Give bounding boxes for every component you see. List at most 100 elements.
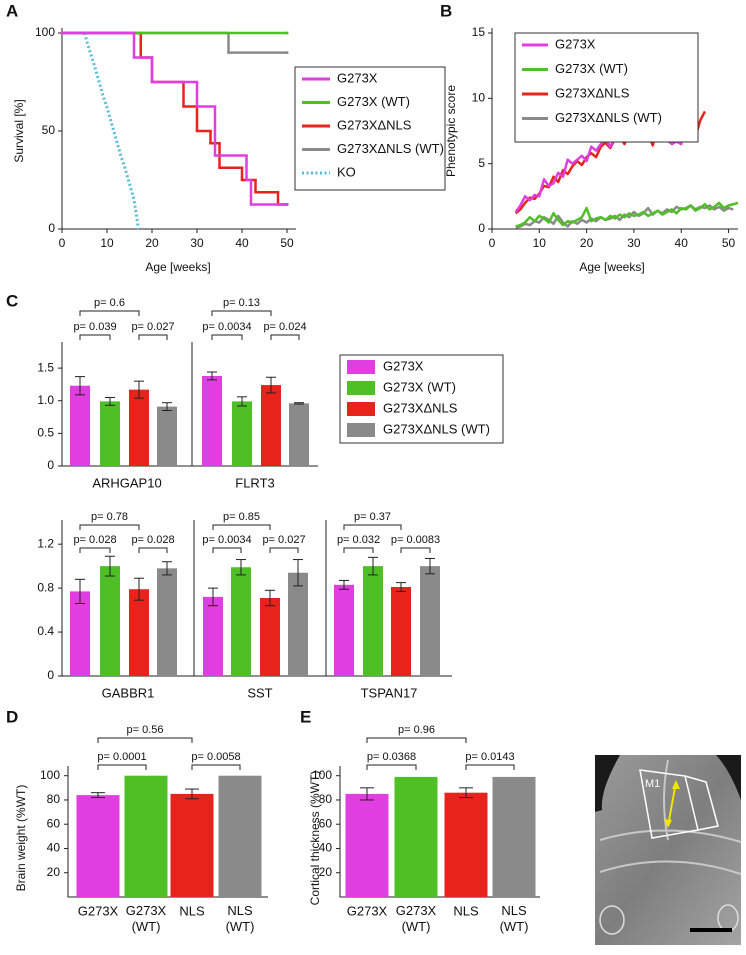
x-tick-label: NLS [179, 903, 205, 918]
x-axis-label: Age [weeks] [579, 260, 644, 274]
significance-bracket [191, 764, 241, 770]
p-value: p= 0.027 [131, 321, 174, 333]
bar [492, 776, 536, 897]
significance-bracket [211, 310, 272, 316]
legend-label: KO [337, 164, 356, 179]
legend-label: G273X [555, 36, 596, 51]
x-tick-label: 40 [675, 236, 689, 250]
y-tick-label: 100 [312, 768, 332, 782]
y-tick-label: 20 [319, 865, 333, 879]
y-tick-label: 15 [472, 25, 486, 39]
x-tick-label: 40 [235, 236, 249, 250]
x-tick-label: G273X [78, 903, 119, 918]
y-tick-label: 1.0 [37, 393, 54, 407]
p-value: p= 0.039 [73, 321, 116, 333]
legend-box [294, 66, 446, 191]
legend-label: G273X (WT) [555, 61, 628, 76]
bar [70, 385, 90, 466]
y-tick-label: 100 [40, 768, 60, 782]
bar [170, 793, 214, 897]
legend-label: G273XΔNLS [383, 400, 458, 415]
bar [334, 584, 354, 676]
bar [261, 385, 281, 466]
legend-swatch [347, 381, 375, 395]
y-tick-label: 80 [319, 792, 333, 806]
x-axis-label: FLRT3 [235, 475, 275, 490]
p-value: p= 0.96 [398, 724, 435, 736]
significance-bracket [212, 524, 271, 530]
significance-bracket [79, 524, 140, 530]
bar [444, 792, 488, 897]
y-axis-label: Phenotypic score [444, 85, 458, 177]
legend-label: G273X (WT) [337, 94, 410, 109]
tissue-image [595, 755, 741, 945]
y-tick-label: 0 [478, 221, 485, 235]
panel-letter: E [300, 707, 311, 726]
text-line: G273X [396, 903, 437, 918]
significance-bracket [211, 334, 243, 340]
series-line [83, 32, 140, 230]
legend-swatch [347, 402, 375, 416]
significance-bracket [79, 547, 111, 553]
p-value: p= 0.0034 [202, 534, 251, 546]
x-tick-label: NLS (WT) [500, 903, 529, 934]
legend-label: G273XΔNLS (WT) [337, 141, 444, 156]
y-tick-label: 10 [472, 91, 486, 105]
series-line [515, 201, 739, 228]
significance-bracket [366, 737, 467, 743]
significance-bracket [465, 764, 515, 770]
x-tick-label: G273X (WT) [396, 903, 437, 934]
legend-label: G273XΔNLS [337, 117, 412, 132]
y-tick-label: 100 [35, 25, 55, 39]
x-tick-label: G273X [347, 903, 388, 918]
x-tick-label: 20 [145, 236, 159, 250]
x-tick-label: 30 [627, 236, 641, 250]
panel-letter: B [440, 1, 452, 20]
tissue-structure [599, 759, 742, 875]
bar [70, 591, 90, 676]
tissue-structure [599, 905, 625, 935]
bar [363, 566, 383, 676]
significance-bracket [269, 547, 299, 553]
x-tick-label: 50 [722, 236, 736, 250]
y-tick-label: 5 [478, 156, 485, 170]
y-tick-label: 0 [47, 458, 54, 472]
p-value: p= 0.85 [223, 511, 260, 523]
y-tick-label: 0.4 [37, 624, 54, 638]
y-tick-label: 60 [47, 816, 61, 830]
legend-label: G273XΔNLS (WT) [383, 421, 490, 436]
significance-bracket [79, 310, 140, 316]
x-tick-label: 30 [190, 236, 204, 250]
thickness-arrow [667, 781, 677, 827]
bar [345, 793, 389, 897]
background [595, 755, 741, 812]
significance-bracket [138, 334, 168, 340]
significance-bracket [138, 547, 168, 553]
x-tick-label: 20 [580, 236, 594, 250]
panel-letter: C [6, 291, 18, 310]
y-tick-label: 0 [47, 668, 54, 682]
x-tick-label: 10 [533, 236, 547, 250]
bar [129, 389, 149, 466]
p-value: p= 0.78 [91, 511, 128, 523]
bar [157, 568, 177, 676]
y-tick-label: 1.2 [37, 536, 54, 550]
y-tick-label: 60 [319, 816, 333, 830]
significance-bracket [212, 547, 242, 553]
axis-line [61, 28, 296, 230]
bar [260, 598, 280, 676]
y-tick-label: 20 [47, 865, 61, 879]
p-value: p= 0.0083 [391, 534, 440, 546]
y-axis-label: Cortical thickness (%WT) [308, 771, 322, 906]
legend-swatch [347, 360, 375, 374]
p-value: p= 0.56 [126, 724, 163, 736]
legend-label: G273XΔNLS [555, 85, 630, 100]
legend-label: G273XΔNLS (WT) [555, 110, 662, 125]
p-value: p= 0.37 [354, 511, 391, 523]
y-tick-label: 0 [48, 221, 55, 235]
x-axis-label: TSPAN17 [361, 685, 418, 700]
p-value: p= 0.0034 [202, 321, 251, 333]
text-line: (WT) [226, 919, 255, 934]
bar [76, 795, 120, 897]
legend-swatch [347, 423, 375, 437]
